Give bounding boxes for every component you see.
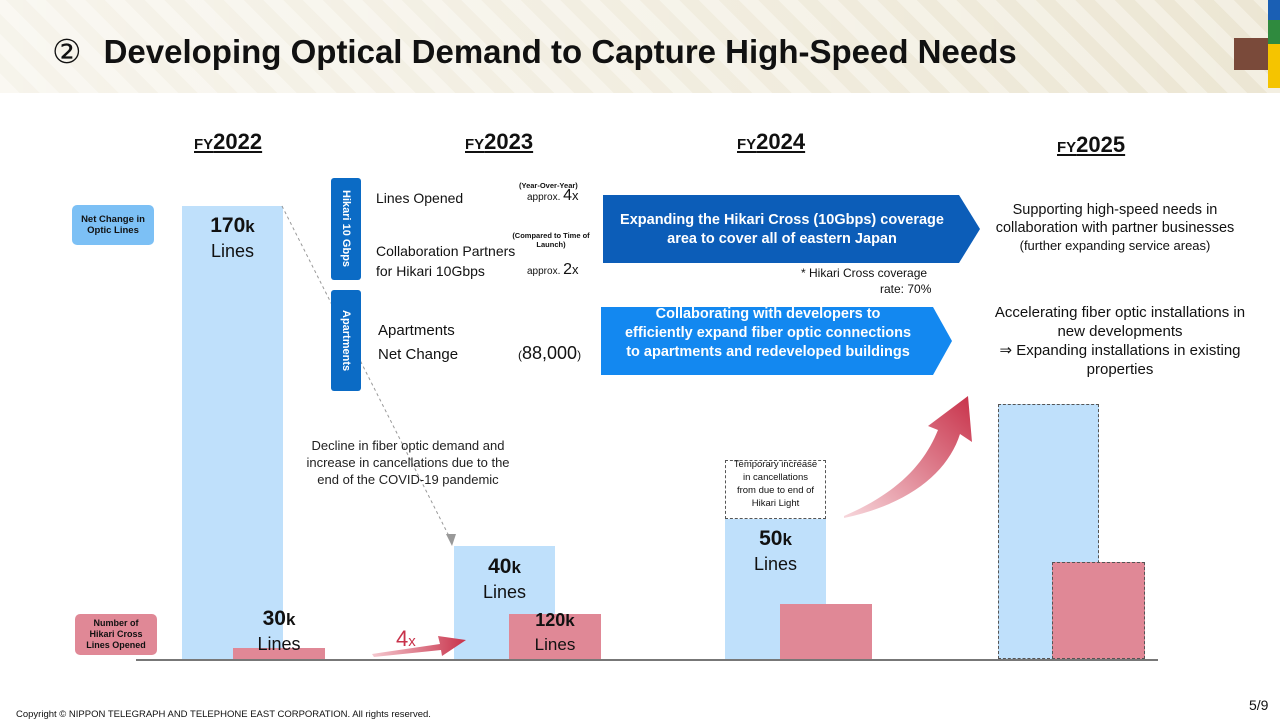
legend-hikari-opened: Number of Hikari Cross Lines Opened [75,614,157,655]
fy2025-apartments-text: Accelerating fiber optic installations i… [994,304,1246,378]
fy2024-temporary-box [725,460,826,519]
coverage-note-1: * Hikari Cross coverage [801,266,928,280]
apartments-value: (88,000) [518,343,582,363]
page-title: ② Developing Optical Demand to Capture Hi… [52,32,1017,71]
growth-curve-arrow [844,396,972,518]
fy2025-hikari-bar [1052,562,1145,659]
apartments-arrow-shape [601,307,952,375]
lines-opened-value: approx. 4x [527,187,579,204]
partners-label-1: Collaboration Partners [376,243,516,259]
launch-note: (Compared to Time of Launch) [512,231,590,249]
apartments-tab: Apartments [331,290,361,391]
fy2025-hikari-text: Supporting high-speed needs in collabora… [995,202,1235,253]
fy2024-net-change-label: 50k Lines [753,527,798,574]
fy2025-heading: FY2025 [1057,132,1126,157]
fy2022-heading: FY2022 [194,129,263,154]
hikari-10gbps-tab: Hikari 10 Gbps [331,178,361,280]
brand-color-blue [1268,0,1280,20]
fy2023-heading: FY2023 [465,129,534,154]
coverage-note-2: rate: 70% [880,282,932,296]
fy2022-net-change-label: 170k Lines [210,214,255,261]
growth-4x-label: 4x [396,626,416,651]
chart-baseline [136,659,1158,661]
title-text: Developing Optical Demand to Capture Hig… [103,33,1017,70]
fy2022-hikari-label: 30k Lines [257,607,301,654]
yoy-note: (Year-Over-Year) [519,181,578,190]
apartments-label-2: Net Change [378,346,459,363]
brand-color-green [1268,20,1280,44]
fy2022-net-change-bar [182,206,283,659]
temp-note: Temporary increase in cancellations from… [733,459,818,509]
brand-color-block [1234,38,1268,70]
header-overlay [0,0,1280,93]
hikari-arrow-text: Expanding the Hikari Cross (10Gbps) cove… [620,212,944,247]
decline-dashed-arrow [281,205,456,546]
apartments-arrow-text: Collaborating with developers to efficie… [624,306,912,360]
lines-opened-label: Lines Opened [376,190,464,206]
fy2023-hikari-bar [509,614,601,659]
growth-4x-arrow [372,636,466,657]
copyright: Copyright © NIPPON TELEGRAPH AND TELEPHO… [16,709,431,720]
hikari-arrow-shape [603,195,980,263]
decline-note: Decline in fiber optic demand and increa… [306,438,510,487]
partners-value: approx. 2x [527,261,579,278]
brand-color-yellow [1268,44,1280,88]
title-number: ② [52,33,82,70]
legend-net-change: Net Change in Optic Lines [72,205,154,245]
apartments-label-1: Apartments [378,322,455,339]
fy2023-net-change-label: 40k Lines [482,555,527,602]
page-number: 5/9 [1249,697,1269,713]
fy2024-hikari-bar [780,604,872,659]
partners-label-2: for Hikari 10Gbps [376,263,485,279]
fy2024-heading: FY2024 [737,129,806,154]
fy2023-hikari-label: 120k Lines [534,610,576,654]
fy2022-hikari-bar [233,648,325,659]
